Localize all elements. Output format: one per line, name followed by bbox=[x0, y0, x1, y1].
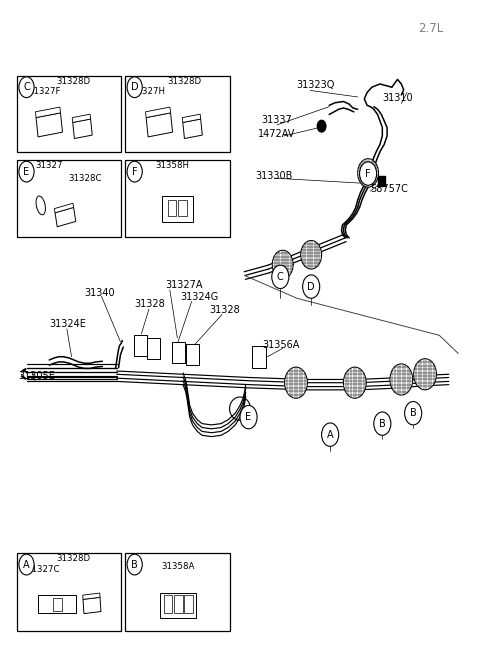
Bar bbox=[53, 597, 62, 610]
Bar bbox=[252, 346, 266, 367]
Polygon shape bbox=[83, 597, 101, 614]
Bar bbox=[172, 342, 185, 363]
Text: F: F bbox=[132, 166, 137, 177]
Polygon shape bbox=[146, 113, 172, 137]
Text: 31305E: 31305E bbox=[18, 371, 55, 381]
Bar bbox=[184, 595, 193, 613]
Bar bbox=[17, 160, 121, 236]
Text: 31328D: 31328D bbox=[56, 553, 90, 563]
Bar bbox=[179, 200, 187, 215]
Bar bbox=[17, 75, 121, 152]
Text: 31340: 31340 bbox=[84, 288, 115, 298]
Bar bbox=[168, 200, 177, 215]
Circle shape bbox=[127, 554, 142, 575]
Text: E: E bbox=[24, 166, 30, 177]
Bar bbox=[160, 593, 196, 618]
Bar bbox=[125, 160, 229, 236]
Bar bbox=[147, 338, 160, 359]
Text: 2.7L: 2.7L bbox=[418, 22, 443, 35]
Text: 31327F: 31327F bbox=[29, 87, 61, 96]
Bar bbox=[134, 335, 147, 356]
Polygon shape bbox=[55, 208, 76, 227]
Circle shape bbox=[240, 405, 257, 429]
Bar bbox=[186, 345, 199, 365]
Polygon shape bbox=[390, 364, 413, 395]
Bar bbox=[378, 176, 385, 186]
Text: C: C bbox=[23, 83, 30, 92]
Text: 31324E: 31324E bbox=[49, 319, 86, 329]
Text: D: D bbox=[131, 83, 139, 92]
Text: 31356A: 31356A bbox=[263, 340, 300, 350]
Text: 31327H: 31327H bbox=[132, 87, 166, 96]
Text: 31324G: 31324G bbox=[180, 291, 219, 301]
Text: F: F bbox=[365, 168, 371, 179]
Polygon shape bbox=[182, 114, 201, 122]
Bar bbox=[174, 595, 182, 613]
Text: 31328C: 31328C bbox=[68, 174, 102, 183]
Polygon shape bbox=[358, 159, 379, 187]
Circle shape bbox=[127, 161, 142, 182]
Text: D: D bbox=[307, 282, 315, 291]
Bar bbox=[17, 553, 121, 631]
Polygon shape bbox=[272, 250, 293, 279]
Text: 31328D: 31328D bbox=[56, 77, 90, 86]
Text: 31337: 31337 bbox=[261, 115, 292, 125]
Text: 31358A: 31358A bbox=[162, 562, 195, 571]
Circle shape bbox=[360, 162, 377, 185]
Text: 31328D: 31328D bbox=[167, 77, 201, 86]
Circle shape bbox=[19, 161, 34, 182]
Ellipse shape bbox=[36, 196, 46, 215]
Circle shape bbox=[374, 412, 391, 436]
Text: E: E bbox=[245, 412, 252, 422]
Text: 31327C: 31327C bbox=[26, 565, 60, 574]
Polygon shape bbox=[73, 119, 92, 138]
Text: 31327A: 31327A bbox=[165, 280, 203, 290]
Circle shape bbox=[127, 77, 142, 98]
Text: 31328: 31328 bbox=[209, 305, 240, 314]
Polygon shape bbox=[343, 367, 366, 398]
Text: 31327: 31327 bbox=[35, 161, 62, 170]
Text: A: A bbox=[327, 430, 334, 440]
Polygon shape bbox=[72, 114, 91, 122]
Circle shape bbox=[317, 121, 326, 132]
Text: B: B bbox=[379, 419, 386, 428]
Polygon shape bbox=[414, 359, 436, 390]
Polygon shape bbox=[36, 107, 60, 118]
Polygon shape bbox=[301, 240, 322, 269]
Text: C: C bbox=[277, 272, 284, 282]
Text: 58757C: 58757C bbox=[371, 184, 408, 195]
Circle shape bbox=[302, 275, 320, 298]
Text: 31323Q: 31323Q bbox=[296, 81, 335, 90]
Circle shape bbox=[322, 423, 339, 446]
Text: 31330B: 31330B bbox=[255, 171, 292, 181]
Bar bbox=[38, 595, 76, 613]
Polygon shape bbox=[54, 203, 73, 213]
Circle shape bbox=[405, 402, 422, 425]
Bar bbox=[162, 196, 192, 222]
Text: 31358H: 31358H bbox=[156, 161, 190, 170]
Text: 1472AV: 1472AV bbox=[258, 129, 295, 139]
Polygon shape bbox=[285, 367, 307, 398]
Text: B: B bbox=[132, 559, 138, 570]
Text: 31310: 31310 bbox=[383, 94, 413, 103]
Polygon shape bbox=[183, 119, 202, 138]
Circle shape bbox=[272, 265, 289, 289]
Circle shape bbox=[19, 77, 34, 98]
Text: 31328: 31328 bbox=[135, 299, 166, 309]
Text: B: B bbox=[410, 408, 417, 419]
Text: A: A bbox=[23, 559, 30, 570]
Circle shape bbox=[19, 554, 34, 575]
Bar bbox=[125, 75, 229, 152]
Bar bbox=[164, 595, 172, 613]
Polygon shape bbox=[36, 113, 62, 137]
Polygon shape bbox=[145, 107, 170, 118]
Polygon shape bbox=[83, 593, 100, 599]
Bar bbox=[125, 553, 229, 631]
